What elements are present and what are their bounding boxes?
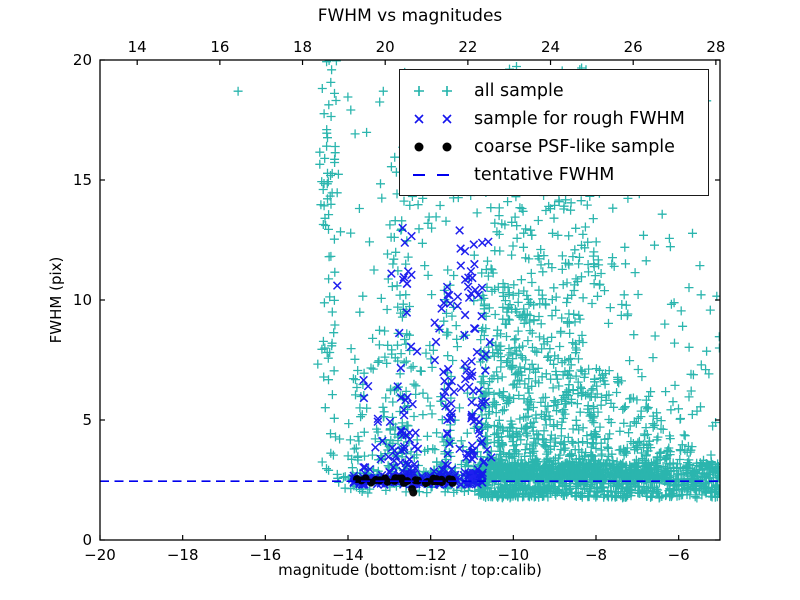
x-bottom-tick-label: −6 [668,546,690,564]
y-axis-label: FWHM (pix) [47,256,65,344]
legend-label: sample for rough FWHM [474,109,685,129]
x-top-tick-label: 14 [128,38,147,56]
legend-item-tentative-fwhm: tentative FWHM [410,161,708,189]
x-bottom-tick-label: −18 [167,546,199,564]
x-bottom-tick-label: −16 [250,546,282,564]
y-tick-label: 10 [73,291,92,309]
x-bottom-tick-label: −8 [585,546,607,564]
legend-item-rough-fwhm: sample for rough FWHM [410,105,708,133]
x-top-tick-label: 24 [541,38,560,56]
y-tick-label: 20 [73,51,92,69]
x-top-tick-label: 16 [210,38,229,56]
dash-line-icon [413,174,449,176]
dot-marker-icon [414,142,452,152]
axis-ticks [99,59,720,541]
axis-tick-labels: −20 −18 −16 −14 −12 −10 −8 −6 14 16 18 20 22 24 26 28 0 5… [73,38,726,564]
legend-label: coarse PSF-like sample [474,137,675,157]
x-bottom-tick-label: −10 [498,546,530,564]
chart-title: FWHM vs magnitudes [317,6,503,26]
y-tick-label: 0 [82,531,92,549]
x-bottom-tick-label: −12 [415,546,447,564]
y-tick-label: 15 [73,171,92,189]
x-top-tick-label: 28 [706,38,725,56]
x-top-tick-label: 18 [293,38,312,56]
legend: all sample sample for rough FWHM coarse … [399,69,709,196]
x-top-tick-label: 22 [458,38,477,56]
x-marker-icon [414,114,452,124]
x-top-tick-label: 26 [624,38,643,56]
x-top-tick-label: 20 [376,38,395,56]
x-bottom-tick-label: −14 [332,546,364,564]
legend-label: tentative FWHM [474,165,615,185]
legend-item-all-sample: all sample [410,77,708,105]
x-bottom-tick-label: −20 [84,546,116,564]
data-points-layer [100,60,720,504]
x-axis-label: magnitude (bottom:isnt / top:calib) [278,561,542,579]
y-tick-label: 5 [82,411,92,429]
legend-label: all sample [474,81,564,101]
plus-marker-icon [414,86,452,96]
legend-item-psf-sample: coarse PSF-like sample [410,133,708,161]
